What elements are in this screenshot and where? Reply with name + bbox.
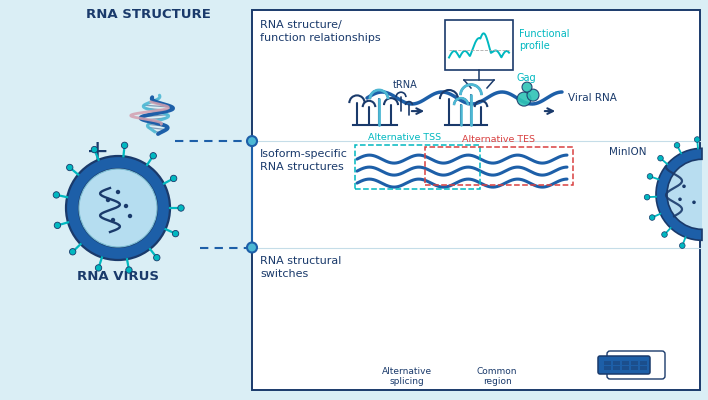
Bar <box>640 361 647 365</box>
Circle shape <box>683 184 686 188</box>
Circle shape <box>522 82 532 92</box>
Circle shape <box>79 169 157 247</box>
Bar <box>604 361 611 365</box>
Circle shape <box>658 156 663 161</box>
Bar <box>631 366 638 370</box>
Wedge shape <box>656 148 702 240</box>
Circle shape <box>172 230 178 237</box>
FancyBboxPatch shape <box>607 351 665 379</box>
Text: RNA STRUCTURE: RNA STRUCTURE <box>86 8 210 21</box>
Circle shape <box>692 200 696 204</box>
Bar <box>252 10 700 390</box>
Text: RNA structure/
function relationships: RNA structure/ function relationships <box>260 20 381 43</box>
Circle shape <box>680 243 685 248</box>
Wedge shape <box>656 148 702 240</box>
Text: RNA structural
switches: RNA structural switches <box>260 256 341 279</box>
Circle shape <box>154 254 160 261</box>
Bar <box>613 361 620 365</box>
Text: Isoform-specific
RNA structures: Isoform-specific RNA structures <box>260 149 348 172</box>
Text: Viral RNA: Viral RNA <box>568 93 617 103</box>
Circle shape <box>96 265 102 271</box>
Text: tRNA: tRNA <box>393 80 418 90</box>
Circle shape <box>128 214 132 218</box>
Circle shape <box>247 136 257 146</box>
Circle shape <box>171 175 177 182</box>
Circle shape <box>105 198 110 202</box>
Circle shape <box>150 152 156 159</box>
Bar <box>631 361 638 365</box>
Circle shape <box>662 232 668 237</box>
Circle shape <box>116 190 120 194</box>
Text: Alternative TSS: Alternative TSS <box>368 133 442 142</box>
Circle shape <box>91 146 98 153</box>
Bar <box>622 361 629 365</box>
Circle shape <box>67 164 73 171</box>
Circle shape <box>110 218 115 222</box>
Bar <box>445 20 513 70</box>
Bar <box>425 147 573 185</box>
Text: +: + <box>86 138 110 166</box>
Text: Common
region: Common region <box>476 366 518 386</box>
Bar <box>604 366 611 370</box>
Circle shape <box>649 215 655 220</box>
Text: Alternative
splicing: Alternative splicing <box>382 366 432 386</box>
Circle shape <box>644 194 650 200</box>
Circle shape <box>126 267 132 273</box>
Bar <box>622 366 629 370</box>
Text: Functional
profile: Functional profile <box>519 29 569 51</box>
Circle shape <box>53 192 59 198</box>
FancyBboxPatch shape <box>598 356 650 374</box>
Circle shape <box>674 142 680 148</box>
Bar <box>355 145 480 189</box>
Text: Gag: Gag <box>516 73 536 83</box>
Circle shape <box>124 204 128 208</box>
Circle shape <box>55 222 61 228</box>
Circle shape <box>247 242 257 252</box>
Circle shape <box>647 174 653 179</box>
Text: RNA VIRUS: RNA VIRUS <box>77 270 159 283</box>
Circle shape <box>527 89 539 101</box>
Circle shape <box>178 205 184 211</box>
Wedge shape <box>66 156 170 260</box>
Circle shape <box>678 198 682 201</box>
Circle shape <box>69 248 76 255</box>
Bar <box>613 366 620 370</box>
Circle shape <box>517 92 531 106</box>
Text: MinION: MinION <box>610 147 646 157</box>
Bar <box>640 366 647 370</box>
Circle shape <box>695 137 700 142</box>
Text: Alternative TES: Alternative TES <box>462 135 535 144</box>
Circle shape <box>121 142 127 148</box>
